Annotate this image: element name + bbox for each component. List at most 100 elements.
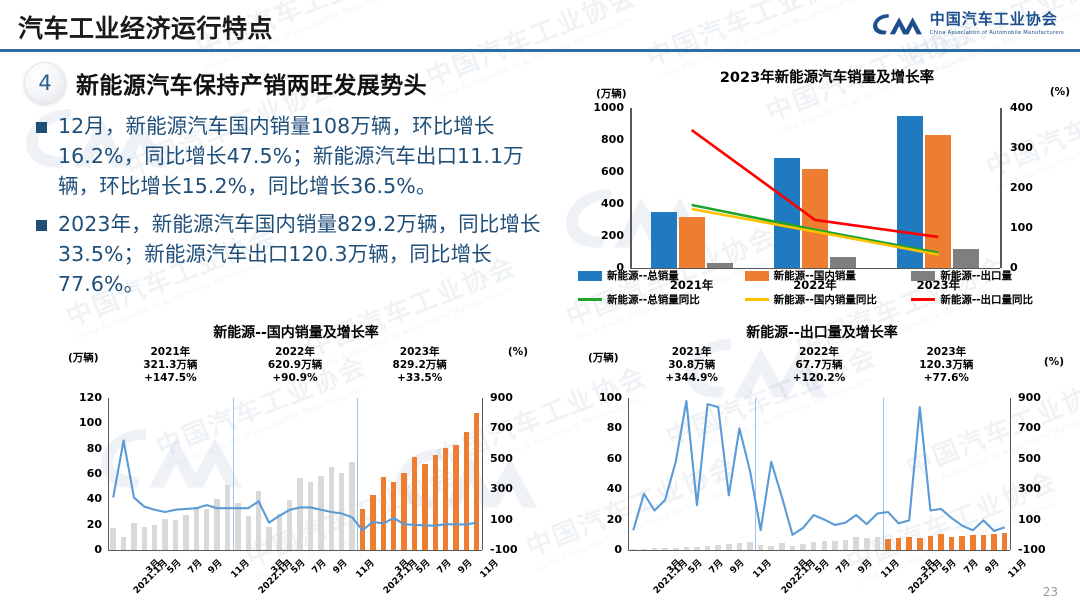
- y-axis-unit-label: (万辆): [596, 88, 627, 100]
- x-axis-tick-label: 5月: [813, 558, 832, 576]
- y-axis-tick: 40: [606, 482, 622, 496]
- legend-item: 新能源--国内销量同比: [744, 292, 912, 307]
- x-axis-tick-label: 7月: [962, 558, 981, 576]
- y-axis-tick: 0: [94, 543, 102, 556]
- bar: [297, 477, 303, 550]
- bar: [287, 499, 293, 550]
- x-axis-tick-label: 7月: [834, 558, 853, 576]
- bar: [704, 546, 711, 550]
- period-separator: [882, 398, 884, 550]
- section-number-badge: 4: [24, 62, 66, 104]
- bar: [874, 537, 881, 550]
- chart-title: 2023年新能源汽车销量及增长率: [719, 70, 935, 86]
- bar: [110, 528, 116, 550]
- chart-title: 新能源--国内销量及增长率: [213, 325, 379, 341]
- bar: [959, 536, 965, 550]
- bar: [318, 475, 324, 550]
- period-summary: 2023年 829.2万辆 +33.5%: [392, 346, 447, 385]
- y2-axis-tick: 100: [490, 512, 513, 526]
- bar: [953, 248, 980, 268]
- y2-axis-tick: 400: [1010, 101, 1033, 114]
- legend-item: 新能源--总销量同比: [578, 292, 745, 307]
- y-axis-tick: 40: [86, 492, 102, 506]
- bar: [131, 522, 137, 550]
- bar: [203, 508, 210, 550]
- x-axis-tick-label: 5月: [165, 558, 184, 576]
- period-summary: 2022年 620.9万辆 +90.9%: [267, 346, 323, 385]
- bar: [650, 211, 677, 268]
- period-summary: 2022年 67.7万辆 +120.2%: [792, 346, 846, 385]
- bar: [715, 544, 721, 550]
- bar: [895, 537, 902, 550]
- y-axis-tick: 800: [601, 133, 624, 146]
- y-axis-tick: 0: [614, 543, 622, 556]
- caam-logo-icon: [872, 14, 922, 35]
- bar: [757, 544, 764, 550]
- legend-swatch: [744, 298, 769, 301]
- bar: [779, 543, 785, 550]
- x-axis-tick-label: 9月: [331, 558, 350, 576]
- bar: [255, 491, 262, 550]
- bullet-list: 12月，新能源汽车国内销量108万辆，环比增长16.2%，同比增长47.5%；新…: [36, 112, 556, 308]
- bar: [678, 216, 705, 268]
- y2-axis-unit-label: (%): [1043, 356, 1064, 368]
- period-summary: 2021年 321.3万辆 +147.5%: [143, 346, 198, 385]
- chart-export-monthly: 新能源--出口量及增长率 (万辆) (%) 2021年 30.8万辆 +344.9%…: [566, 322, 1078, 607]
- chart-title: 新能源--出口量及增长率: [746, 325, 898, 341]
- bar: [726, 544, 732, 550]
- bar: [641, 548, 647, 550]
- y2-axis-tick: 100: [1018, 512, 1041, 526]
- y-axis-unit-label: (万辆): [68, 352, 99, 364]
- legend-label: 新能源--国内销量: [773, 270, 856, 282]
- y-axis-tick: 20: [86, 517, 102, 531]
- period-separator: [232, 398, 234, 550]
- bar: [948, 537, 955, 550]
- chart-annual-nev-sales: 2023年新能源汽车销量及增长率 (万辆) (%) 0 200 400 600 800 1…: [578, 64, 1076, 314]
- page-number: 23: [1042, 585, 1058, 599]
- bar: [390, 482, 397, 550]
- y-axis-tick: 0: [616, 261, 624, 274]
- bar: [224, 485, 231, 550]
- period-summary: 2021年 30.8万辆 +344.9%: [665, 346, 718, 385]
- x-axis-tick-label: 5月: [289, 558, 308, 576]
- bar: [927, 535, 934, 550]
- legend-label: 新能源--出口量: [940, 270, 1013, 282]
- bar: [463, 432, 470, 550]
- bar: [925, 135, 952, 268]
- x-axis-tick-label: 5月: [686, 558, 705, 576]
- y2-axis-tick: 300: [1010, 141, 1033, 154]
- logo-text-cn: 中国汽车工业协会: [929, 10, 1058, 29]
- y2-axis-tick: 900: [1018, 391, 1041, 404]
- caam-logo: 中国汽车工业协会 China Association of Automobile…: [871, 11, 1064, 37]
- bar: [276, 513, 283, 550]
- bar: [694, 546, 700, 550]
- x-axis-tick-label: 9月: [856, 558, 874, 576]
- legend-swatch: [578, 270, 602, 281]
- page-title: 汽车工业经济运行特点: [18, 14, 274, 43]
- header-divider: [0, 49, 1080, 52]
- bar: [970, 534, 976, 550]
- bar: [885, 539, 891, 550]
- y2-axis-tick: 300: [1018, 482, 1041, 496]
- bar: [830, 257, 856, 268]
- bar: [651, 548, 658, 550]
- x-axis-tick-label: 9月: [456, 558, 475, 576]
- bullet-square-icon: [36, 122, 47, 133]
- bar: [442, 448, 449, 550]
- bar: [474, 413, 480, 550]
- y2-axis-tick: -100: [490, 543, 518, 556]
- bar: [172, 519, 179, 550]
- legend-label: 新能源--出口量同比: [940, 294, 1034, 306]
- x-axis-tick-label: 11月: [354, 558, 377, 581]
- legend-swatch: [911, 270, 936, 281]
- x-axis-tick-label: 9月: [206, 558, 225, 576]
- y2-axis-tick: 500: [490, 451, 513, 465]
- bar: [991, 533, 997, 550]
- bar: [183, 514, 189, 550]
- bar: [328, 467, 335, 550]
- bar: [897, 116, 924, 268]
- x-axis-tick-label: 7月: [186, 558, 204, 576]
- section-title: 新能源汽车保持产销两旺发展势头: [76, 73, 427, 99]
- x-axis-tick-label: 9月: [983, 558, 1002, 576]
- y2-axis-tick: 900: [490, 391, 513, 404]
